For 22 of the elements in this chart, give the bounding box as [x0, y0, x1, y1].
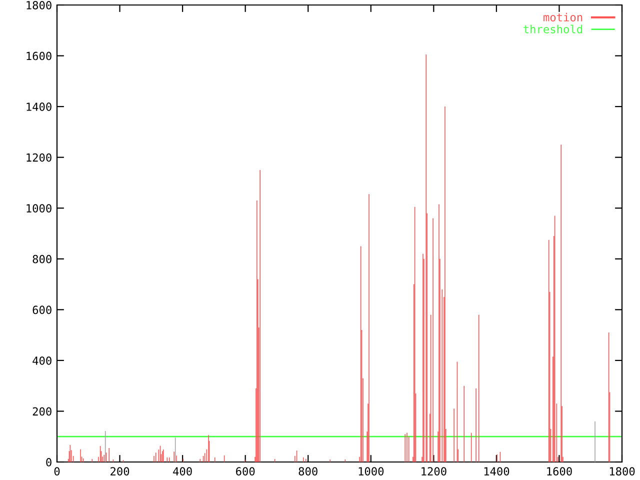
x-tick-label: 1600: [547, 467, 572, 476]
y-tick-label: 800: [32, 254, 52, 264]
x-tick-label: 800: [298, 467, 318, 476]
y-tick-label: 1400: [26, 102, 52, 111]
x-tick-label: 200: [110, 467, 130, 476]
y-tick-label: 1200: [26, 153, 52, 162]
y-tick-label: 1800: [26, 1, 52, 10]
x-tick-label: 0: [54, 467, 60, 476]
y-tick-label: 400: [32, 356, 52, 365]
x-tick-label: 1000: [358, 467, 384, 476]
x-tick-label: 400: [173, 467, 192, 476]
y-tick-label: 1600: [26, 52, 52, 60]
y-tick-label: 1000: [26, 204, 52, 213]
x-tick-label: 1800: [610, 467, 635, 476]
legend-label: threshold: [524, 24, 582, 34]
x-tick-label: 1200: [422, 467, 446, 476]
x-tick-label: 600: [236, 467, 255, 476]
x-tick-label: 1400: [484, 467, 510, 476]
y-tick-label: 200: [32, 407, 52, 416]
legend-label: motion: [544, 12, 582, 22]
y-tick-label: 600: [32, 306, 52, 314]
y-tick-label: 0: [46, 458, 52, 466]
